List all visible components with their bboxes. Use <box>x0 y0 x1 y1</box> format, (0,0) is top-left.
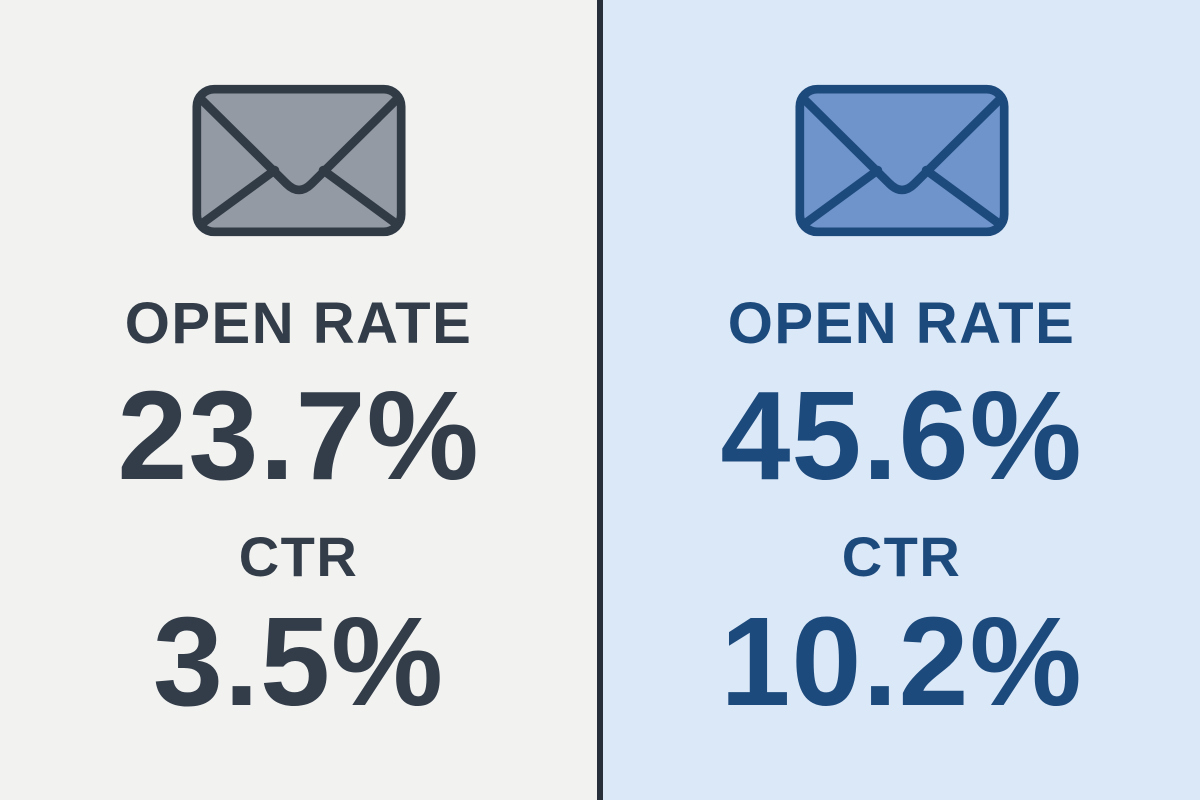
envelope-icon <box>794 84 1009 237</box>
open-rate-label: OPEN RATE <box>124 291 473 356</box>
envelope-flap <box>196 95 401 195</box>
envelope-fold-right <box>318 165 400 228</box>
ctr-value: 10.2% <box>720 591 1083 732</box>
ctr-value: 3.5% <box>152 591 445 732</box>
open-rate-value: 23.7% <box>117 365 480 506</box>
envelope-flap <box>799 95 1004 195</box>
envelope-body <box>191 84 406 237</box>
panel-gray: OPEN RATE 23.7% CTR 3.5% <box>0 0 597 800</box>
open-rate-label: OPEN RATE <box>727 291 1076 356</box>
open-rate-value: 45.6% <box>720 365 1083 506</box>
envelope-icon <box>191 84 406 237</box>
envelope-fold-right <box>921 165 1003 228</box>
envelope-fold-left <box>800 165 882 228</box>
envelope-fold-left <box>197 165 279 228</box>
ctr-label: CTR <box>841 525 962 588</box>
panel-divider <box>597 0 603 800</box>
envelope-body <box>794 84 1009 237</box>
panel-blue: OPEN RATE 45.6% CTR 10.2% <box>603 0 1200 800</box>
ctr-label: CTR <box>238 525 359 588</box>
